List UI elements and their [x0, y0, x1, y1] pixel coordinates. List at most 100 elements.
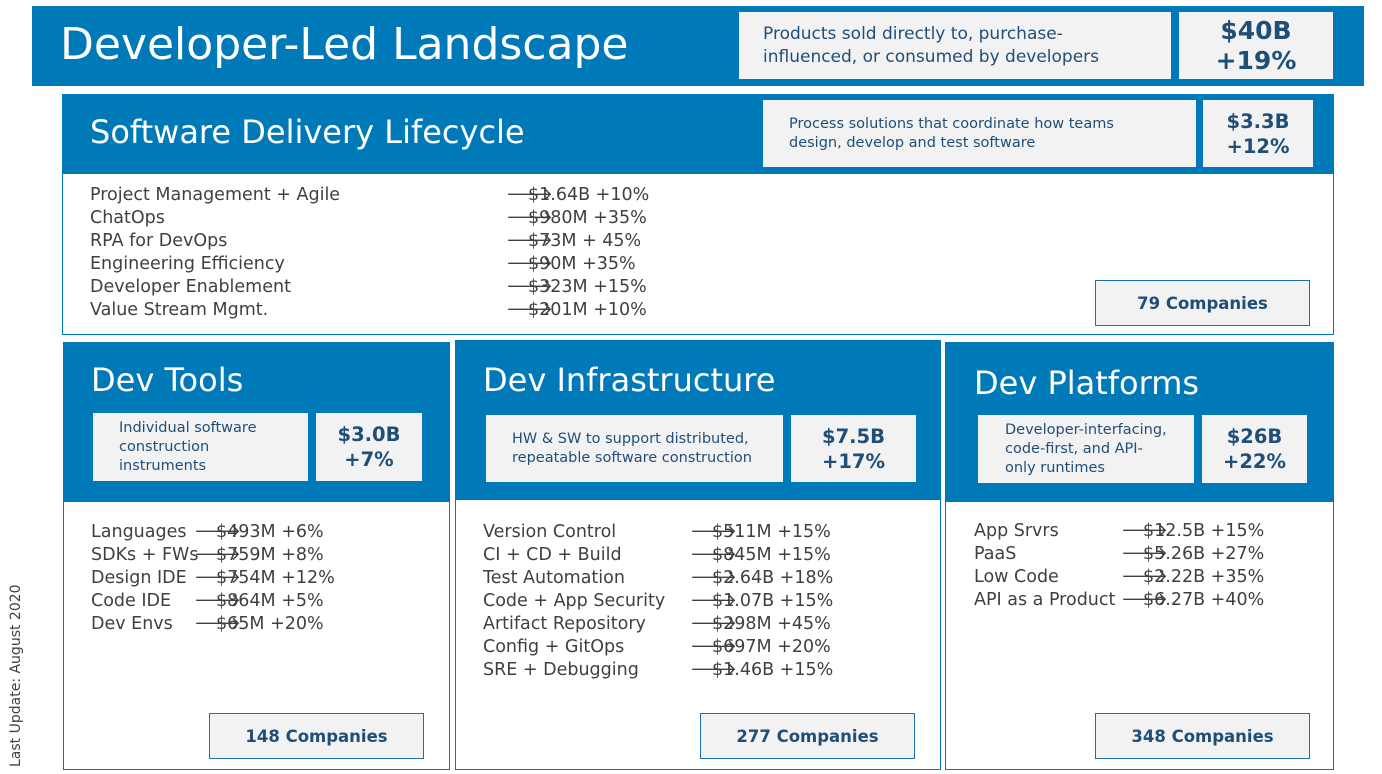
sdlc-list: Project Management + Agile 🡒$1.64B +10% …	[90, 184, 710, 322]
list-item: ChatOps 🡒$980M +35%	[90, 207, 710, 230]
item-value-wrap: 🡒$1.46B +15%	[690, 659, 833, 682]
dev-tools-companies: 148 Companies	[245, 726, 388, 746]
list-item: Code + App Security 🡒$1.07B +15%	[483, 590, 933, 613]
list-item: Developer Enablement 🡒$323M +15%	[90, 276, 710, 299]
item-label: Code + App Security	[483, 591, 666, 611]
sdlc-header: Software Delivery Lifecycle Process solu…	[62, 94, 1334, 174]
dev-infra-growth: +17%	[821, 449, 885, 473]
item-label: Dev Envs	[91, 614, 173, 634]
dev-platforms-header: Dev Platforms Developer-interfacing, cod…	[945, 342, 1334, 502]
item-value: $697M +20%	[712, 637, 831, 657]
item-label: Config + GitOps	[483, 637, 625, 657]
item-value: $1.07B +15%	[712, 591, 834, 611]
list-item: Test Automation 🡒$2.64B +18%	[483, 567, 933, 590]
item-value-wrap: 🡒$90M +35%	[506, 253, 636, 276]
arrow-right-icon: 🡒	[506, 208, 553, 228]
item-value: $980M +35%	[528, 208, 647, 228]
arrow-right-icon: 🡒	[194, 568, 241, 588]
item-value-wrap: 🡒$759M +8%	[194, 544, 324, 567]
arrow-right-icon: 🡒	[690, 545, 737, 565]
dev-platforms-list: App Srvrs 🡒$12.5B +15% PaaS 🡒$5.26B +27%…	[974, 520, 1329, 612]
sdlc-stat: $3.3B +12%	[1203, 100, 1313, 167]
item-value: $73M + 45%	[528, 231, 642, 251]
item-label: Low Code	[974, 567, 1059, 587]
dev-platforms-companies: 348 Companies	[1131, 726, 1274, 746]
dev-infra-description: HW & SW to support distributed, repeatab…	[486, 415, 783, 482]
item-value: $90M +35%	[528, 254, 636, 274]
item-value-wrap: 🡒$754M +12%	[194, 567, 335, 590]
item-label: RPA for DevOps	[90, 231, 228, 251]
header-banner: Developer-Led Landscape Products sold di…	[32, 6, 1364, 86]
list-item: Code IDE 🡒$864M +5%	[91, 590, 441, 613]
arrow-right-icon: 🡒	[506, 231, 553, 251]
item-value: $759M +8%	[216, 545, 324, 565]
item-value: $5.26B +27%	[1143, 544, 1265, 564]
dev-tools-list: Languages 🡒$493M +6% SDKs + FWs 🡒$759M +…	[91, 521, 441, 636]
item-value-wrap: 🡒$2.22B +35%	[1121, 566, 1264, 589]
dev-platforms-stat: $26B +22%	[1202, 415, 1307, 483]
dev-infra-amount: $7.5B	[822, 424, 885, 448]
arrow-right-icon: 🡒	[194, 545, 241, 565]
item-value: $864M +5%	[216, 591, 324, 611]
list-item: Project Management + Agile 🡒$1.64B +10%	[90, 184, 710, 207]
list-item: Version Control 🡒$511M +15%	[483, 521, 933, 544]
item-value-wrap: 🡒$1.07B +15%	[690, 590, 833, 613]
item-value-wrap: 🡒$298M +45%	[690, 613, 831, 636]
sdlc-description: Process solutions that coordinate how te…	[763, 100, 1196, 167]
list-item: Design IDE 🡒$754M +12%	[91, 567, 441, 590]
item-value: $298M +45%	[712, 614, 831, 634]
item-value-wrap: 🡒$6.27B +40%	[1121, 589, 1264, 612]
item-value-wrap: 🡒$5.26B +27%	[1121, 543, 1264, 566]
item-label: SRE + Debugging	[483, 660, 639, 680]
list-item: Low Code 🡒$2.22B +35%	[974, 566, 1329, 589]
item-value: $511M +15%	[712, 522, 831, 542]
list-item: Config + GitOps 🡒$697M +20%	[483, 636, 933, 659]
dev-infra-companies-badge: 277 Companies	[700, 713, 915, 759]
dev-infra-description-text: HW & SW to support distributed, repeatab…	[512, 430, 752, 466]
arrow-right-icon: 🡒	[194, 591, 241, 611]
sdlc-description-text: Process solutions that coordinate how te…	[789, 115, 1114, 151]
item-label: Languages	[91, 522, 187, 542]
dev-platforms-description-text: Developer-interfacing, code-first, and A…	[1005, 421, 1167, 476]
arrow-right-icon: 🡒	[506, 300, 553, 320]
list-item: Value Stream Mgmt. 🡒$201M +10%	[90, 299, 710, 322]
dev-infra-header: Dev Infrastructure HW & SW to support di…	[455, 340, 941, 500]
sdlc-amount: $3.3B	[1226, 109, 1290, 133]
item-value: $1.46B +15%	[712, 660, 834, 680]
arrow-right-icon: 🡒	[690, 637, 737, 657]
list-item: Dev Envs 🡒$65M +20%	[91, 613, 441, 636]
arrow-right-icon: 🡒	[690, 522, 737, 542]
dev-tools-companies-badge: 148 Companies	[209, 713, 424, 759]
item-value: $2.22B +35%	[1143, 567, 1265, 587]
arrow-right-icon: 🡒	[690, 660, 737, 680]
dev-platforms-description: Developer-interfacing, code-first, and A…	[978, 415, 1194, 483]
item-value: $201M +10%	[528, 300, 647, 320]
item-label: Test Automation	[483, 568, 625, 588]
item-value-wrap: 🡒$73M + 45%	[506, 230, 641, 253]
item-label: API as a Product	[974, 590, 1116, 610]
list-item: SDKs + FWs 🡒$759M +8%	[91, 544, 441, 567]
arrow-right-icon: 🡒	[1121, 567, 1168, 587]
sdlc-growth: +12%	[1226, 134, 1290, 158]
item-label: SDKs + FWs	[91, 545, 199, 565]
item-value-wrap: 🡒$511M +15%	[690, 521, 831, 544]
dev-tools-description-text: Individual software construction instrum…	[119, 419, 257, 474]
item-label: CI + CD + Build	[483, 545, 622, 565]
dev-infra-title: Dev Infrastructure	[483, 361, 776, 399]
item-label: Artifact Repository	[483, 614, 646, 634]
item-value-wrap: 🡒$864M +5%	[194, 590, 324, 613]
dev-tools-description: Individual software construction instrum…	[93, 413, 308, 481]
item-label: Developer Enablement	[90, 277, 291, 297]
item-value-wrap: 🡒$980M +35%	[506, 207, 647, 230]
header-amount: $40B	[1220, 15, 1292, 45]
arrow-right-icon: 🡒	[194, 614, 241, 634]
arrow-right-icon: 🡒	[194, 522, 241, 542]
header-growth: +19%	[1215, 45, 1297, 75]
item-label: Code IDE	[91, 591, 172, 611]
dev-tools-header: Dev Tools Individual software constructi…	[63, 342, 450, 502]
item-label: Project Management + Agile	[90, 185, 341, 205]
list-item: API as a Product 🡒$6.27B +40%	[974, 589, 1329, 612]
item-value-wrap: 🡒$2.64B +18%	[690, 567, 833, 590]
item-label: PaaS	[974, 544, 1017, 564]
item-label: ChatOps	[90, 208, 165, 228]
